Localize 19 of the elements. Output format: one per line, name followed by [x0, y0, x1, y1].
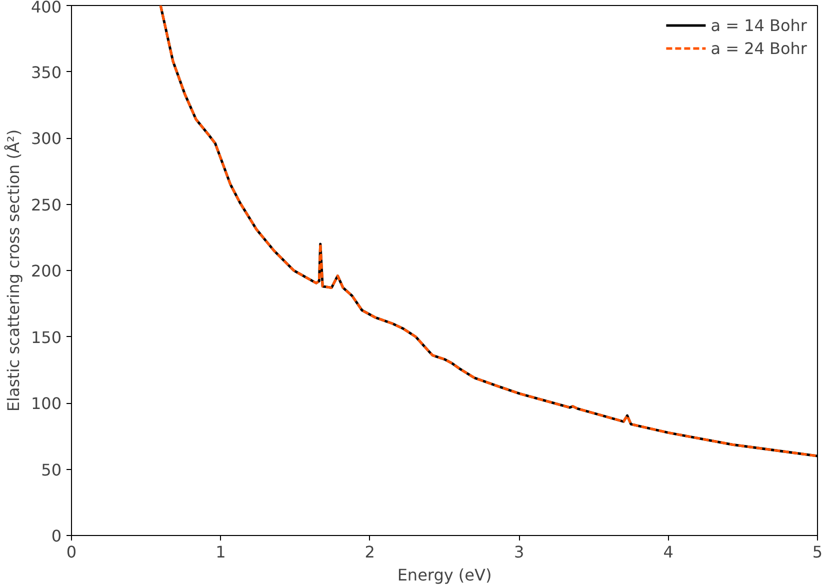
- x-tick-label: 0: [66, 542, 77, 562]
- y-tick-label: 0: [51, 526, 62, 546]
- y-tick-label: 100: [30, 394, 62, 413]
- x-tick-label: 4: [663, 542, 674, 562]
- y-tick-label: 50: [41, 460, 62, 480]
- y-axis-title: Elastic scattering cross section (Å²): [4, 129, 23, 412]
- y-tick-label: 400: [30, 0, 62, 16]
- x-tick-label: 3: [514, 542, 524, 562]
- y-tick-label: 350: [30, 62, 62, 82]
- x-tick-label: 1: [216, 542, 226, 562]
- x-tick-label: 2: [364, 542, 375, 562]
- y-tick-label: 150: [30, 328, 62, 347]
- x-tick-label: 5: [812, 542, 822, 562]
- y-tick-label: 300: [30, 129, 62, 148]
- x-axis-title: Energy (eV): [397, 566, 492, 584]
- legend-label: a = 14 Bohr: [710, 16, 807, 34]
- y-tick-label: 200: [30, 262, 62, 280]
- y-tick-label: 250: [30, 195, 62, 214]
- legend-label: a = 24 Bohr: [710, 38, 807, 58]
